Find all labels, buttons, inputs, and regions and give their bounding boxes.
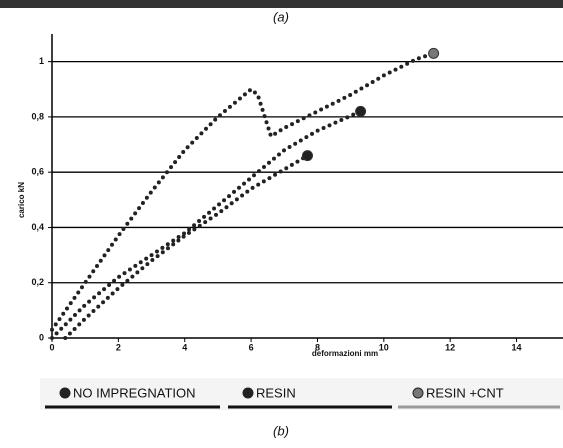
x-tick-label: 4 (182, 342, 187, 352)
legend-marker (242, 387, 254, 399)
x-tick-label: 12 (445, 342, 455, 352)
end-marker (355, 105, 367, 117)
y-axis-label: carico kN (17, 182, 26, 218)
x-tick-label: 0 (49, 342, 54, 352)
x-tick-label: 8 (315, 342, 320, 352)
y-tick-label: 0,8 (31, 111, 44, 121)
x-tick-label: 2 (116, 342, 121, 352)
legend-label: RESIN +CNT (426, 385, 504, 400)
legend-label: RESIN (256, 385, 296, 400)
data-line (63, 153, 310, 340)
end-marker (302, 150, 313, 162)
data-line (50, 109, 363, 340)
photo-strip (0, 0, 563, 8)
x-tick-label: 14 (512, 342, 522, 352)
end-marker (428, 47, 440, 59)
legend-marker (59, 387, 71, 399)
legend-background (40, 378, 563, 410)
x-tick-label: 6 (249, 342, 254, 352)
y-tick-label: 0,6 (31, 167, 44, 177)
panel-label: (a) (273, 9, 289, 24)
x-axis-label: deformazioni mm (312, 349, 378, 358)
legend-label: NO IMPREGNATION (73, 385, 196, 400)
x-tick-label: 10 (379, 342, 389, 352)
panel-label: (b) (273, 423, 289, 438)
y-tick-label: 0 (39, 332, 44, 342)
legend-marker (412, 387, 424, 399)
y-tick-label: 1 (39, 56, 44, 66)
y-tick-label: 0,4 (31, 222, 44, 232)
y-tick-label: 0,2 (31, 277, 44, 287)
data-line (50, 51, 436, 332)
